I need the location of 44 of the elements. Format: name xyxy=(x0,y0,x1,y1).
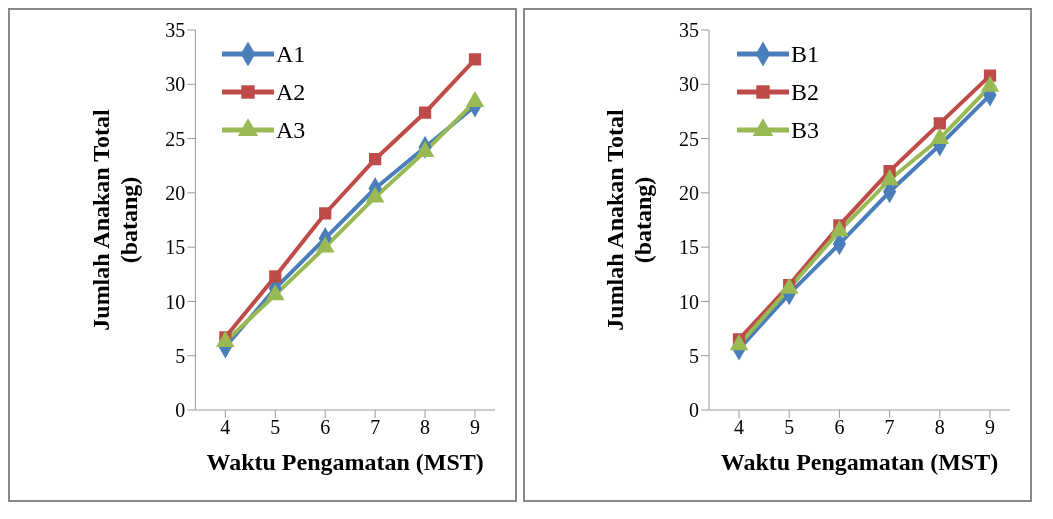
legend-label: B1 xyxy=(791,40,820,68)
x-tick-label: 4 xyxy=(734,416,745,439)
x-tick-label: 5 xyxy=(270,416,281,439)
point xyxy=(319,207,332,220)
y-tick-label: 30 xyxy=(165,73,186,96)
x-tick-label: 6 xyxy=(320,416,331,439)
y-tick-label: 5 xyxy=(175,344,186,367)
y-tick-label: 0 xyxy=(175,399,186,422)
y-tick-label: 5 xyxy=(689,344,700,367)
y-tick-label: 25 xyxy=(679,127,700,150)
legend-label: B2 xyxy=(791,78,820,106)
x-tick-label: 9 xyxy=(985,416,995,439)
point xyxy=(369,153,382,166)
y-tick-label: 30 xyxy=(679,73,700,96)
y-tick-label: 20 xyxy=(165,181,186,204)
y-tick-label: 15 xyxy=(679,236,700,259)
legend-label: A1 xyxy=(276,40,306,68)
point xyxy=(933,117,946,130)
x-tick-label: 4 xyxy=(220,416,231,439)
y-tick-label: 35 xyxy=(165,19,186,42)
x-axis-title: Waktu Pengamatan (MST) xyxy=(206,449,484,475)
y-tick-label: 25 xyxy=(165,127,186,150)
y-axis-title: Jumlah Anakan Total (batang) xyxy=(88,108,143,331)
x-axis-title: Waktu Pengamatan (MST) xyxy=(720,449,999,475)
legend-label: B3 xyxy=(791,116,820,144)
x-tick-label: 5 xyxy=(784,416,795,439)
legend-label: A3 xyxy=(276,116,306,144)
x-tick-label: 6 xyxy=(834,416,845,439)
point xyxy=(468,53,482,66)
y-tick-label: 10 xyxy=(679,290,700,313)
y-axis-title: Jumlah Anakan Total (batang) xyxy=(602,108,657,331)
y-tick-label: 15 xyxy=(165,236,186,259)
y-tick-label: 20 xyxy=(679,181,700,204)
y-tick-label: 10 xyxy=(165,290,186,313)
x-tick-label: 8 xyxy=(934,416,945,439)
x-tick-label: 9 xyxy=(470,416,480,439)
x-tick-label: 8 xyxy=(420,416,431,439)
legend-label: A2 xyxy=(276,78,306,106)
y-tick-label: 0 xyxy=(689,399,700,422)
point xyxy=(269,270,282,283)
x-tick-label: 7 xyxy=(884,416,895,439)
x-tick-label: 7 xyxy=(370,416,381,439)
y-tick-label: 35 xyxy=(679,19,700,42)
point xyxy=(418,106,432,119)
